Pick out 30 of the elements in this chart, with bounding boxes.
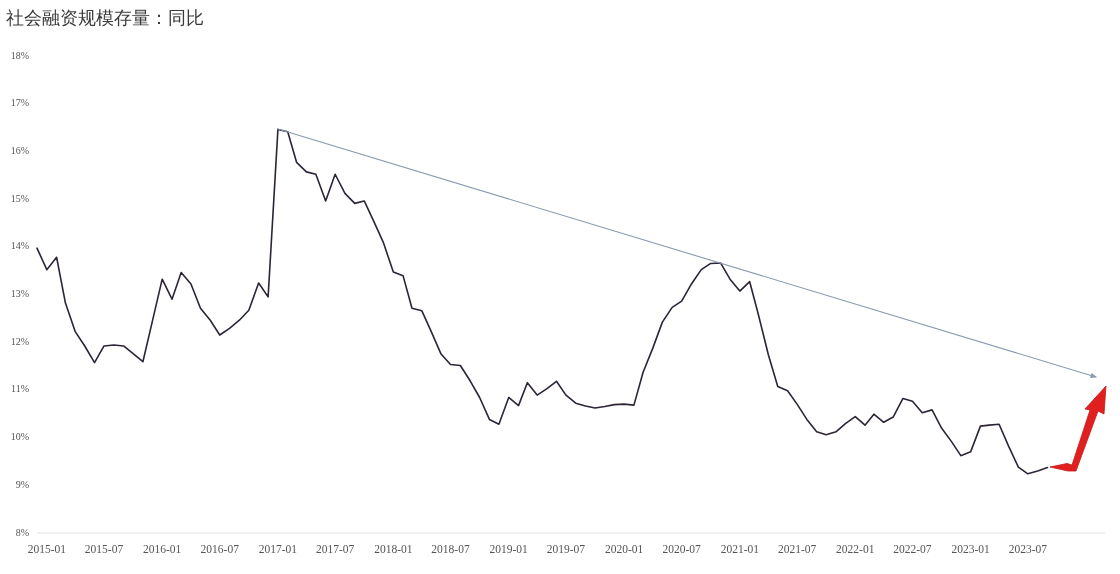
y-tick-label: 9%: [15, 478, 29, 490]
y-tick-label: 13%: [10, 288, 29, 299]
x-tick-label: 2019-07: [546, 543, 586, 555]
y-tick-label: 10%: [10, 431, 29, 443]
x-tick-label: 2020-07: [662, 543, 702, 555]
y-tick-label: 18%: [10, 49, 29, 61]
x-tick-label: 2022-07: [893, 543, 932, 555]
x-tick-label: 2023-01: [951, 543, 991, 555]
x-tick-label: 2017-07: [315, 543, 355, 555]
y-tick-label: 17%: [10, 97, 29, 109]
x-tick-label: 2016-07: [200, 543, 240, 555]
title: 社会融资规模存量：同比: [6, 7, 204, 28]
x-tick-label: 2019-01: [489, 543, 529, 555]
x-tick-label: 2022-01: [836, 543, 875, 555]
y-tick-label: 14%: [10, 240, 29, 252]
x-tick-label: 2015-01: [27, 543, 67, 555]
y-tick-label: 12%: [10, 335, 29, 347]
y-tick-label: 11%: [11, 383, 29, 395]
x-tick-label: 2015-07: [84, 543, 124, 555]
x-tick-label: 2023-07: [1008, 543, 1048, 555]
y-tick-label: 15%: [10, 192, 29, 204]
x-tick-label: 2018-01: [374, 543, 413, 555]
x-tick-label: 2017-01: [258, 543, 298, 555]
x-tick-label: 2021-01: [720, 543, 760, 555]
y-tick-label: 16%: [10, 144, 29, 156]
x-tick-label: 2020-01: [604, 543, 644, 555]
x-tick-label: 2018-07: [431, 543, 470, 555]
x-tick-label: 2021-07: [777, 543, 817, 555]
y-tick-label: 8%: [15, 526, 29, 538]
x-tick-label: 2016-01: [143, 543, 182, 555]
